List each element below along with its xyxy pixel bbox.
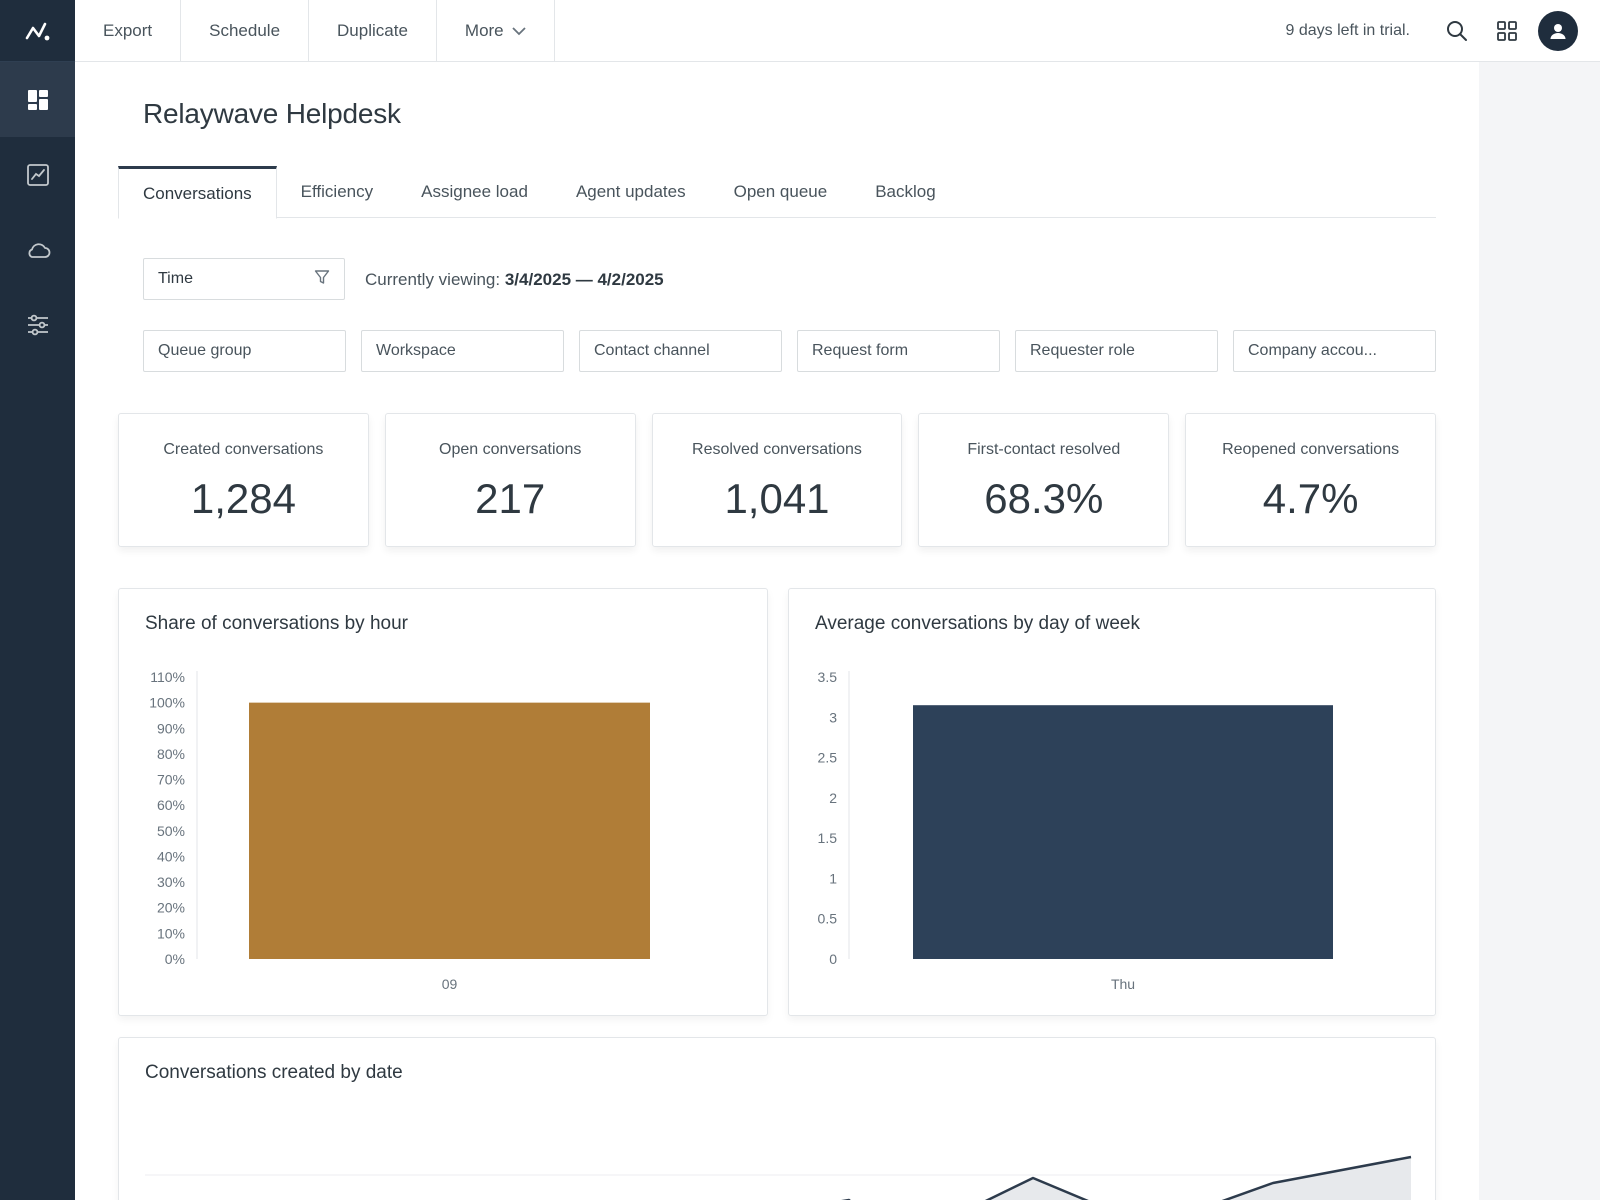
chart-title: Conversations created by date bbox=[145, 1062, 403, 1083]
kpi-value: 4.7% bbox=[1262, 475, 1359, 522]
schedule-button[interactable]: Schedule bbox=[181, 0, 310, 62]
kpi-card-created: Created conversations 1,284 bbox=[118, 413, 369, 547]
kpi-row: Created conversations 1,284 Open convers… bbox=[118, 413, 1436, 547]
kpi-card-resolved: Resolved conversations 1,041 bbox=[651, 413, 903, 547]
request-form-filter[interactable]: Request form bbox=[797, 330, 1000, 372]
y-tick-label: 90% bbox=[157, 720, 185, 736]
product-logo-icon[interactable] bbox=[0, 0, 75, 62]
kpi-value: 217 bbox=[475, 475, 546, 522]
schedule-label: Schedule bbox=[209, 20, 281, 40]
kpi-label: Open conversations bbox=[439, 441, 582, 458]
y-tick-label: 20% bbox=[157, 900, 185, 916]
kpi-label: Created conversations bbox=[163, 441, 324, 458]
chevron-down-icon bbox=[512, 21, 526, 41]
y-tick-label: 80% bbox=[157, 746, 185, 762]
tab-efficiency[interactable]: Efficiency bbox=[300, 182, 374, 201]
export-button[interactable]: Export bbox=[75, 0, 182, 62]
page-title: Relaywave Helpdesk bbox=[143, 98, 401, 129]
y-tick-label: 0.5 bbox=[818, 911, 838, 927]
y-tick-label: 0 bbox=[829, 951, 837, 967]
kpi-card-reopened: Reopened conversations 4.7% bbox=[1185, 413, 1436, 547]
dashboard-tabs: Conversations Efficiency Assignee load A… bbox=[118, 166, 1436, 219]
chart-card-by-day: 0 0.5 1 1.5 2 2.5 3 3.5 Thu Average conversation… bbox=[788, 588, 1436, 1016]
x-tick-label: Thu bbox=[1111, 976, 1135, 992]
top-toolbar: Export Schedule Duplicate More 9 days le… bbox=[75, 0, 1600, 62]
export-label: Export bbox=[103, 20, 153, 40]
dashboard-main: Relaywave Helpdesk Conversations Efficie… bbox=[75, 62, 1479, 1200]
tab-backlog[interactable]: Backlog bbox=[875, 182, 936, 201]
sidebar-item-settings[interactable] bbox=[0, 287, 75, 362]
kpi-label: Resolved conversations bbox=[692, 441, 862, 458]
duplicate-label: Duplicate bbox=[337, 20, 408, 40]
y-tick-label: 40% bbox=[157, 848, 185, 864]
sidebar bbox=[0, 0, 75, 1200]
company-account-filter[interactable]: Company accou... bbox=[1233, 330, 1436, 372]
y-tick-label: 60% bbox=[157, 797, 185, 813]
kpi-value: 68.3% bbox=[984, 475, 1104, 522]
sidebar-item-dashboard[interactable] bbox=[0, 62, 75, 137]
workspace-filter[interactable]: Workspace bbox=[361, 330, 564, 372]
time-filter-label: Time bbox=[158, 270, 193, 287]
y-tick-label: 2 bbox=[829, 790, 837, 806]
y-tick-label: 70% bbox=[157, 772, 185, 788]
filter-bar: Queue group Workspace Contact channel Re… bbox=[143, 330, 1436, 372]
kpi-label: Reopened conversations bbox=[1222, 441, 1400, 458]
chart-card-by-hour: 0% 10% 20% 30% 40% 50% 60% 70% 80% 90% 100% 110% 09 … bbox=[118, 588, 768, 1016]
dashboard-icon bbox=[26, 88, 50, 112]
trial-status-text: 9 days left in trial. bbox=[1285, 21, 1411, 39]
sidebar-item-reports[interactable] bbox=[0, 137, 75, 212]
y-tick-label: 110% bbox=[150, 669, 185, 685]
user-avatar-icon[interactable] bbox=[1538, 10, 1578, 51]
y-tick-label: 3.5 bbox=[818, 669, 838, 685]
chart-card-by-date: Conversations created by date bbox=[118, 1037, 1436, 1200]
cloud-icon bbox=[25, 240, 51, 260]
y-tick-label: 100% bbox=[149, 695, 185, 711]
y-tick-label: 10% bbox=[157, 925, 185, 941]
y-tick-label: 3 bbox=[829, 709, 837, 725]
apps-grid-icon[interactable] bbox=[1482, 6, 1532, 56]
requester-role-filter[interactable]: Requester role bbox=[1015, 330, 1218, 372]
bar bbox=[249, 702, 650, 959]
hour-chart-svg: 0% 10% 20% 30% 40% 50% 60% 70% 80% 90% 100% 110% 09 bbox=[149, 669, 650, 992]
kpi-card-open: Open conversations 217 bbox=[384, 413, 636, 547]
date-chart-svg bbox=[145, 1155, 1412, 1200]
kpi-card-first-contact: First-contact resolved 68.3% bbox=[918, 413, 1170, 547]
bar bbox=[913, 705, 1333, 959]
area-fill bbox=[849, 1157, 1411, 1200]
time-filter-select[interactable]: Time bbox=[143, 258, 345, 300]
sidebar-item-cloud[interactable] bbox=[0, 212, 75, 287]
search-icon[interactable] bbox=[1432, 6, 1482, 56]
tab-conversations[interactable]: Conversations bbox=[118, 166, 277, 219]
contact-channel-filter[interactable]: Contact channel bbox=[579, 330, 782, 372]
viewing-range-text: Currently viewing: 3/4/2025 — 4/2/2025 bbox=[365, 270, 664, 290]
kpi-label: First-contact resolved bbox=[967, 441, 1121, 458]
tab-agent-updates[interactable]: Agent updates bbox=[575, 182, 686, 201]
y-tick-label: 30% bbox=[157, 874, 185, 890]
viewing-prefix: Currently viewing: bbox=[365, 270, 501, 289]
y-tick-label: 0% bbox=[165, 951, 185, 967]
chart-title: Average conversations by day of week bbox=[815, 613, 1140, 634]
duplicate-button[interactable]: Duplicate bbox=[309, 0, 437, 62]
kpi-value: 1,284 bbox=[190, 475, 296, 522]
tab-assignee-load[interactable]: Assignee load bbox=[421, 182, 528, 201]
queue-group-filter[interactable]: Queue group bbox=[143, 330, 346, 372]
series-line bbox=[841, 1155, 1412, 1200]
topbar-right: 9 days left in trial. bbox=[1286, 0, 1600, 62]
more-label: More bbox=[464, 20, 504, 40]
x-tick-label: 09 bbox=[442, 976, 458, 992]
filter-icon bbox=[314, 269, 330, 290]
y-tick-label: 2.5 bbox=[818, 750, 838, 766]
more-menu-button[interactable]: More bbox=[437, 0, 555, 62]
date-range: 3/4/2025 — 4/2/2025 bbox=[504, 270, 664, 289]
tab-open-queue[interactable]: Open queue bbox=[733, 182, 828, 201]
y-tick-label: 1 bbox=[829, 870, 837, 886]
line-chart-icon bbox=[26, 163, 50, 187]
chart-title: Share of conversations by hour bbox=[145, 613, 408, 634]
sliders-icon bbox=[26, 313, 50, 337]
day-chart-svg: 0 0.5 1 1.5 2 2.5 3 3.5 Thu bbox=[818, 669, 1333, 992]
y-tick-label: 50% bbox=[157, 823, 185, 839]
y-tick-label: 1.5 bbox=[818, 830, 838, 846]
kpi-value: 1,041 bbox=[724, 475, 830, 522]
